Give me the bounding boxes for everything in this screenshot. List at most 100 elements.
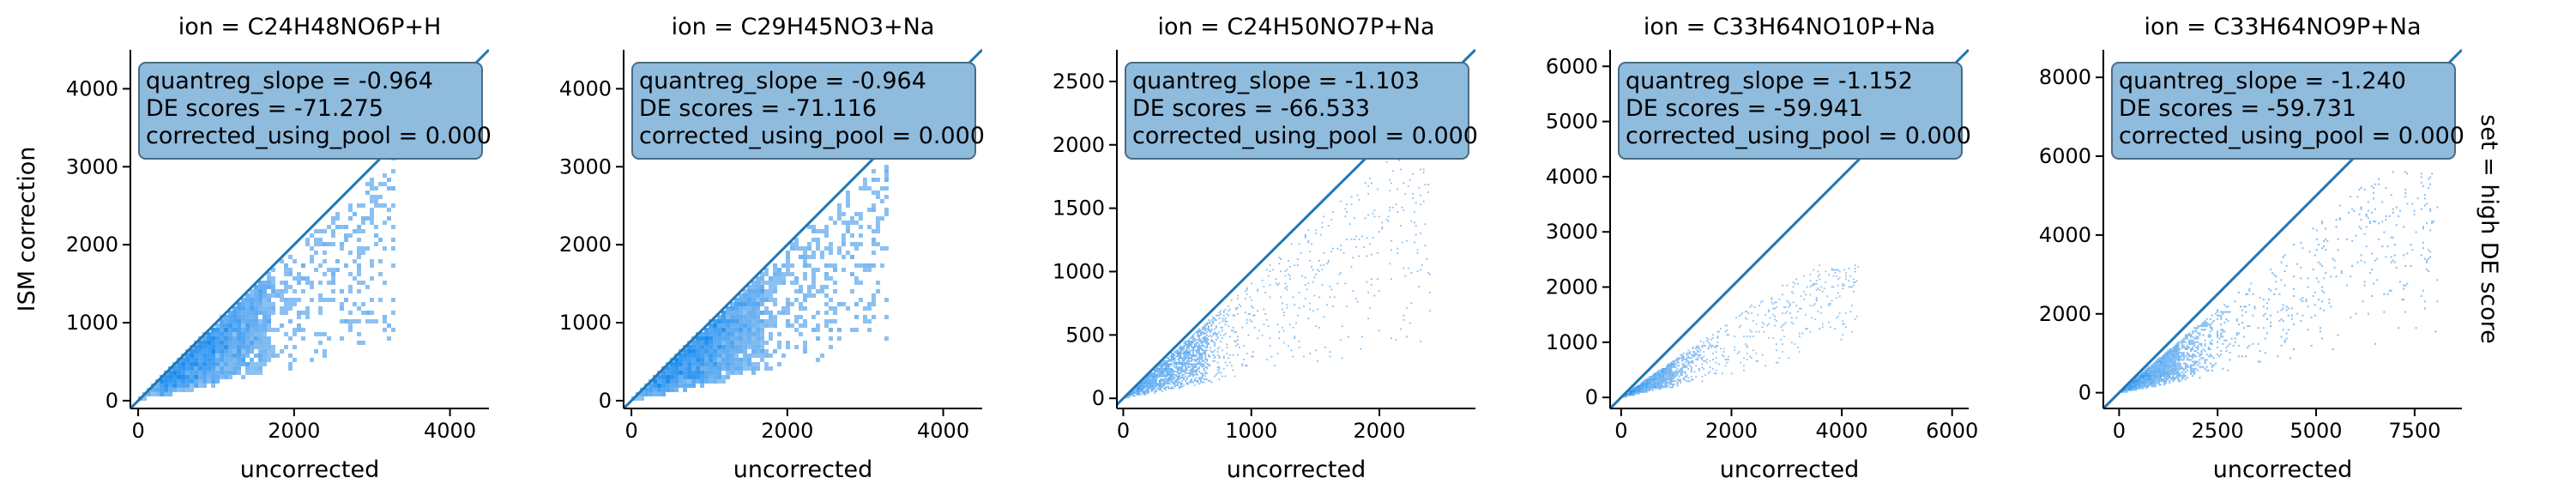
density-cell [267,344,272,349]
density-cell [339,336,344,341]
density-cell [267,357,272,362]
density-cell [1659,374,1662,376]
density-cell [769,336,774,341]
density-cell [386,186,391,191]
density-cell [1200,353,1202,354]
density-cell [2190,366,2193,368]
density-cell [2423,300,2426,303]
density-cell [2184,374,2187,378]
density-cell [1181,359,1184,360]
density-cell [1746,352,1748,354]
density-cell [704,378,709,384]
density-cell [1650,383,1652,385]
density-cell [2425,259,2428,262]
density-cell [1206,345,1208,347]
density-cell [1327,259,1330,262]
density-cell [1195,331,1198,333]
density-cell [267,323,272,328]
density-cell [670,387,675,392]
density-cell [794,245,799,251]
density-cell [1143,383,1145,385]
density-cell [1201,345,1204,347]
density-cell [2282,319,2284,322]
density-cell [207,331,212,336]
density-cell [1150,372,1153,374]
density-cell [2137,387,2139,390]
density-cell [241,340,246,345]
density-cell [1167,365,1170,366]
density-cell [250,323,255,328]
density-cell [1664,372,1667,375]
density-cell [1288,273,1289,275]
density-cell [756,301,761,306]
density-cell [1644,384,1646,387]
density-cell [1183,377,1185,379]
density-cell [1788,357,1790,360]
density-cell [1813,269,1814,271]
density-cell [2397,327,2399,330]
density-cell [1813,305,1814,306]
density-cell [2154,366,2157,368]
density-cell [1172,353,1174,354]
density-cell [1726,334,1728,336]
density-cell [871,293,876,298]
density-cell [734,361,739,366]
density-cell [1175,375,1178,378]
density-cell [181,374,186,379]
density-cell [2406,203,2409,205]
density-cell [1179,357,1182,360]
density-cell [1786,299,1789,302]
density-cell [730,336,735,341]
density-cell [177,383,182,388]
density-cell [1206,322,1208,324]
density-cell [241,318,246,324]
density-cell [1666,384,1668,387]
density-cell [1192,334,1194,336]
density-cell [2186,336,2188,338]
density-cell [1183,378,1185,380]
density-cell [2360,254,2362,257]
density-cell [1235,345,1238,347]
density-cell [1298,346,1300,348]
density-cell [2227,369,2229,372]
density-cell [1300,252,1302,254]
density-cell [854,327,859,332]
y-tick-label: 1000 [1546,330,1598,354]
density-cell [1169,359,1171,360]
density-cell [700,378,705,384]
density-cell [1216,366,1219,368]
density-cell [734,305,739,311]
density-cell [1164,366,1167,368]
density-cell [177,366,182,371]
density-cell [700,357,705,362]
density-cell [1181,357,1184,360]
density-cell [1309,353,1312,354]
density-cell [704,370,709,375]
density-cell [2404,171,2407,173]
density-cell [1709,343,1711,345]
density-cell [1336,247,1339,250]
density-cell [1318,270,1320,273]
density-cell [2182,367,2185,370]
density-cell [1668,378,1671,381]
density-cell [1149,381,1151,384]
density-cell [382,221,387,225]
density-cell [823,233,829,238]
density-cell [1286,288,1288,291]
density-cell [836,245,842,251]
density-cell [790,241,795,246]
density-cell [1192,337,1194,340]
density-cell [1226,312,1228,315]
density-cell [2181,344,2183,347]
density-cell [2174,369,2176,372]
density-cell [1377,252,1378,254]
density-cell [730,340,735,345]
density-cell [1635,390,1637,391]
density-cell [1641,383,1644,385]
density-cell [1697,357,1698,360]
density-cell [1164,375,1167,378]
density-cell [220,327,225,332]
density-cell [215,357,220,362]
density-cell [258,353,263,358]
density-cell [726,340,731,345]
